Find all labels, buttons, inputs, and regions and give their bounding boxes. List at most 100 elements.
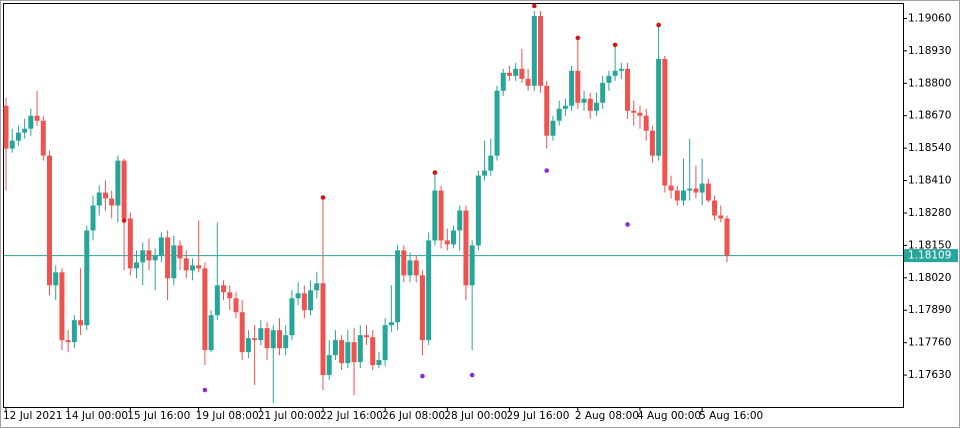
candle-body — [71, 320, 77, 343]
candle-body — [3, 105, 9, 149]
candle-body — [513, 68, 519, 76]
candle-body — [15, 132, 21, 141]
candle-body — [376, 360, 382, 366]
candle-body — [475, 175, 481, 246]
fractal-high-marker — [432, 170, 438, 175]
x-tick-label: 28 Jul 00:00 — [444, 410, 507, 422]
candle-body — [488, 155, 494, 171]
candle-body — [152, 255, 158, 261]
fractal-high-marker — [656, 22, 661, 28]
candle-body — [320, 283, 326, 376]
candle-body — [538, 15, 544, 86]
x-tick-label: 4 Aug 00:00 — [637, 410, 701, 422]
plot-frame — [3, 3, 904, 408]
candle-body — [270, 330, 276, 349]
candle-body — [581, 98, 587, 103]
candle-body — [264, 328, 270, 349]
candle-body — [699, 183, 705, 193]
candle-body — [674, 190, 680, 201]
candle-body — [382, 325, 388, 361]
candle-body — [587, 98, 593, 111]
candle-body — [233, 298, 239, 313]
candle-body — [438, 190, 444, 241]
candle-body — [569, 70, 575, 106]
candle-body — [562, 105, 568, 109]
candle-body — [276, 330, 282, 349]
candle-body — [395, 250, 401, 323]
candle-body — [28, 115, 34, 129]
candle-body — [388, 322, 394, 326]
x-tick-label: 21 Jul 00:00 — [258, 410, 321, 422]
candle-body — [506, 72, 512, 76]
candle-body — [227, 292, 233, 299]
candle-body — [196, 265, 202, 269]
candle-body — [357, 335, 363, 363]
candle-body — [208, 315, 214, 351]
candle-body — [308, 290, 314, 311]
price-label-box — [904, 249, 958, 263]
y-tick-label: 1.18020 — [908, 272, 951, 284]
candle-body — [22, 128, 28, 133]
candle-body — [482, 170, 488, 176]
candle-body — [705, 183, 711, 201]
candle-body — [326, 355, 332, 376]
candle-body — [146, 250, 152, 261]
candle-body — [47, 155, 53, 286]
candle-body — [469, 245, 475, 286]
y-tick-label: 1.18670 — [908, 110, 951, 122]
candle-body — [637, 112, 643, 116]
candle-body — [401, 250, 407, 276]
candle-body — [600, 82, 606, 103]
y-tick-label: 1.18280 — [908, 207, 951, 219]
fractal-high-marker — [320, 195, 326, 200]
y-tick-label: 1.18930 — [908, 45, 951, 57]
candle-body — [177, 245, 183, 259]
candle-body — [314, 283, 320, 291]
candle-body — [90, 205, 96, 231]
fractal-low-marker — [202, 387, 208, 393]
candle-body — [668, 185, 674, 191]
candle-body — [65, 340, 71, 343]
fractal-high-marker — [121, 218, 127, 223]
candle-body — [301, 293, 307, 311]
y-tick-label: 1.18150 — [908, 239, 951, 251]
candle-body — [53, 272, 59, 286]
candle-body — [593, 102, 599, 111]
candle-body — [339, 340, 345, 364]
candle-body — [662, 58, 668, 186]
y-tick-label: 1.19060 — [908, 12, 951, 24]
x-tick-label: 12 Jul 2021 — [3, 410, 62, 422]
candle-body — [134, 262, 140, 269]
candle-body — [295, 293, 301, 299]
candle-body — [494, 90, 500, 156]
fractal-high-marker — [532, 3, 537, 9]
candle-body — [612, 70, 618, 76]
x-tick-label: 19 Jul 08:00 — [196, 410, 259, 422]
candle-body — [109, 198, 115, 206]
candle-body — [183, 258, 189, 271]
candle-body — [9, 140, 15, 149]
candle-body — [84, 230, 90, 326]
candle-body — [419, 275, 425, 341]
candle-body — [693, 188, 699, 193]
candle-body — [531, 15, 537, 86]
y-tick-label: 1.18540 — [908, 142, 951, 154]
candle-body — [364, 335, 369, 338]
candle-body — [649, 130, 655, 156]
candle-body — [171, 245, 177, 279]
candle-body — [432, 190, 438, 241]
candle-body — [575, 70, 581, 103]
price-label: 1.18109 — [908, 250, 951, 262]
candle-body — [550, 120, 556, 136]
x-tick-label: 5 Aug 16:00 — [699, 410, 763, 422]
candle-body — [451, 230, 457, 245]
candle-body — [413, 260, 419, 276]
candle-body — [687, 188, 693, 191]
candle-body — [115, 160, 121, 206]
candle-body — [214, 285, 220, 316]
fractal-low-marker — [420, 373, 425, 379]
x-tick-label: 14 Jul 00:00 — [65, 410, 128, 422]
y-tick-label: 1.17890 — [908, 304, 951, 316]
y-tick-label: 1.17630 — [908, 369, 951, 381]
candle-body — [78, 320, 84, 326]
